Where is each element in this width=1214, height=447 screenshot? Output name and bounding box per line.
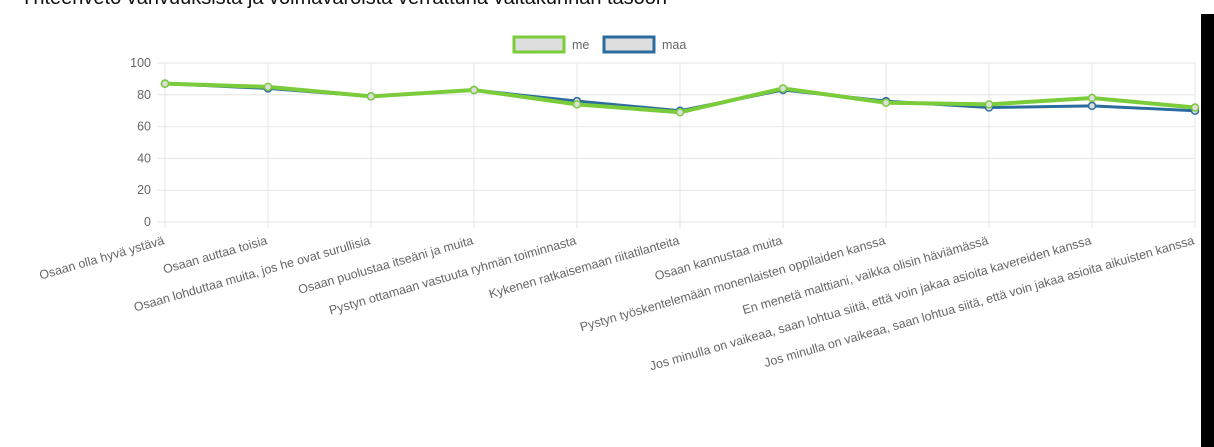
x-tick-label: Osaan olla hyvä ystävä	[38, 233, 166, 282]
point	[572, 100, 582, 109]
point	[160, 79, 170, 88]
y-tick-label: 0	[144, 215, 151, 229]
chart-title: Yhteenveto vahvuuksista ja voimavaroista…	[20, 0, 667, 9]
point	[366, 92, 376, 101]
x-tick-label: Kykenen ratkaisemaan riitatilanteita	[487, 233, 681, 301]
frame-edge	[1201, 14, 1214, 447]
y-tick-label: 20	[137, 183, 151, 197]
point	[778, 84, 788, 93]
legend-label: me	[572, 38, 589, 52]
point	[675, 108, 685, 117]
legend-label: maa	[662, 38, 686, 52]
legend-swatch	[602, 35, 656, 54]
point	[984, 100, 994, 109]
y-tick-label: 80	[137, 88, 151, 102]
point	[1190, 103, 1200, 112]
point	[263, 82, 273, 92]
y-tick-label: 40	[137, 151, 151, 165]
point	[881, 98, 891, 107]
y-tick-label: 60	[137, 120, 151, 134]
y-tick-label: 100	[130, 56, 151, 70]
point	[1087, 101, 1097, 111]
point	[1087, 93, 1097, 103]
legend-swatch	[512, 35, 566, 54]
point	[469, 85, 479, 95]
